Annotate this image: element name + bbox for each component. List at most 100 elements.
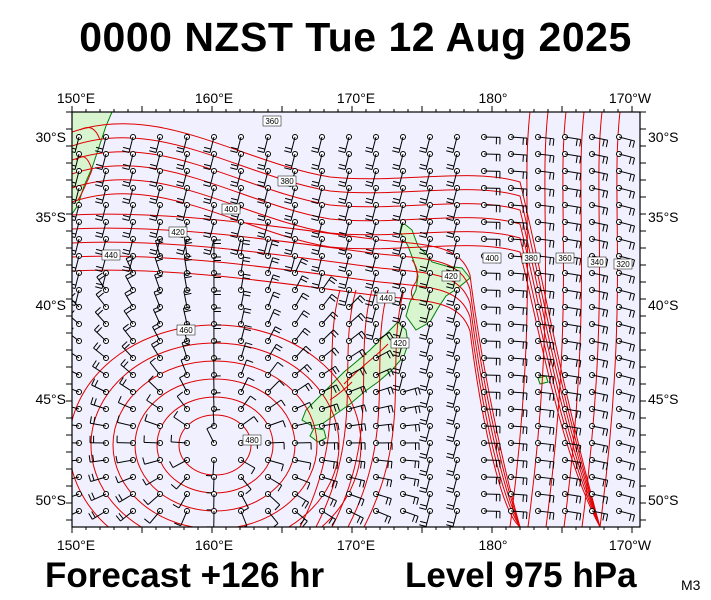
wind-barb bbox=[319, 276, 338, 293]
wind-barb bbox=[481, 134, 501, 145]
wind-barb bbox=[562, 508, 582, 521]
wind-barb bbox=[230, 151, 244, 170]
wind-barb bbox=[508, 236, 528, 248]
wind-barb bbox=[238, 416, 259, 429]
height-contour bbox=[299, 289, 341, 527]
wind-barb bbox=[123, 306, 136, 327]
wind-barb bbox=[589, 440, 609, 454]
wind-barb bbox=[508, 372, 528, 384]
wind-barb bbox=[392, 151, 406, 170]
wind-barb bbox=[238, 457, 256, 475]
wind-barb bbox=[616, 355, 635, 369]
wind-barb bbox=[616, 457, 635, 471]
lat-tick-right: 40°S bbox=[648, 297, 679, 313]
wind-barb bbox=[119, 377, 136, 395]
wind-barb bbox=[238, 377, 255, 395]
wind-barb bbox=[616, 440, 635, 454]
wind-barb bbox=[446, 423, 460, 442]
wind-barb bbox=[92, 360, 109, 378]
wind-barb bbox=[230, 219, 244, 238]
wind-barb bbox=[446, 219, 460, 238]
wind-barb bbox=[72, 287, 82, 306]
wind-barb bbox=[589, 372, 609, 386]
wind-barb bbox=[481, 423, 501, 434]
contour-label: 360 bbox=[262, 115, 282, 127]
wind-barb bbox=[392, 287, 406, 306]
svg-text:420: 420 bbox=[444, 272, 458, 281]
wind-barb bbox=[238, 342, 253, 361]
svg-text:380: 380 bbox=[280, 177, 294, 186]
wind-barb bbox=[238, 359, 254, 378]
wind-barb bbox=[392, 355, 406, 374]
height-contour bbox=[72, 165, 601, 527]
forecast-hour: Forecast +126 hr bbox=[45, 556, 325, 595]
wind-barb bbox=[72, 236, 82, 255]
wind-barb bbox=[508, 202, 528, 214]
wind-barb bbox=[143, 435, 163, 446]
wind-barb bbox=[400, 457, 420, 469]
lon-tick-bottom: 170°E bbox=[337, 537, 375, 553]
wind-barb bbox=[535, 151, 555, 163]
wind-barb bbox=[365, 253, 379, 272]
wind-barb bbox=[562, 151, 582, 164]
wind-barb bbox=[149, 236, 163, 255]
wind-barb bbox=[481, 236, 501, 247]
lon-tick-bottom: 170°W bbox=[609, 537, 652, 553]
wind-barb bbox=[616, 338, 635, 352]
height-contour bbox=[72, 269, 521, 527]
svg-text:420: 420 bbox=[171, 228, 185, 237]
wind-barb bbox=[616, 389, 635, 403]
wind-barb bbox=[146, 394, 163, 412]
wind-barb bbox=[144, 413, 163, 429]
map-frame bbox=[71, 111, 641, 528]
wind-barb bbox=[292, 292, 310, 310]
wind-barb bbox=[338, 253, 352, 272]
wind-barb bbox=[95, 134, 109, 153]
wind-barb bbox=[616, 372, 635, 386]
wind-barb bbox=[346, 367, 367, 378]
wind-barb bbox=[481, 219, 501, 230]
wind-barb bbox=[176, 185, 190, 204]
wind-barb bbox=[589, 134, 609, 148]
wind-barb bbox=[265, 508, 279, 527]
wind-barb bbox=[419, 491, 433, 510]
wind-barb bbox=[481, 151, 501, 162]
wind-barb bbox=[346, 330, 367, 344]
wind-barb bbox=[346, 295, 366, 310]
wind-barb bbox=[508, 304, 528, 316]
lat-tick-left: 35°S bbox=[35, 209, 66, 225]
contour-label: 340 bbox=[587, 256, 607, 268]
wind-barb bbox=[446, 185, 460, 204]
wind-barb bbox=[562, 219, 582, 232]
wind-barb bbox=[508, 423, 528, 435]
wind-barb bbox=[238, 256, 251, 276]
wind-barb bbox=[319, 491, 338, 508]
wind-barb bbox=[122, 185, 136, 204]
contour-label: 360 bbox=[555, 252, 575, 264]
wind-barb bbox=[419, 219, 433, 238]
wind-barb bbox=[392, 372, 406, 391]
wind-barb bbox=[155, 238, 164, 259]
wind-barb bbox=[238, 307, 252, 327]
wind-barb bbox=[508, 185, 528, 197]
wind-barbs bbox=[72, 134, 635, 527]
height-contour bbox=[156, 396, 274, 494]
wind-barb bbox=[319, 422, 340, 431]
height-contour bbox=[90, 342, 340, 527]
lon-tick-top: 170°E bbox=[337, 90, 375, 106]
wind-barb bbox=[589, 287, 609, 301]
wind-barb bbox=[176, 134, 190, 153]
height-contour bbox=[72, 213, 521, 527]
wind-barb bbox=[88, 473, 109, 482]
wind-barb bbox=[120, 358, 136, 378]
wind-barb bbox=[392, 168, 406, 187]
wind-barb bbox=[95, 289, 109, 310]
wind-barb bbox=[95, 151, 109, 170]
height-contour bbox=[72, 227, 521, 527]
wind-barb bbox=[535, 219, 555, 231]
wind-barb bbox=[176, 168, 190, 187]
wind-barb bbox=[419, 508, 433, 527]
wind-barb bbox=[481, 321, 501, 332]
wind-barb bbox=[616, 406, 635, 420]
wind-barb bbox=[265, 420, 286, 429]
